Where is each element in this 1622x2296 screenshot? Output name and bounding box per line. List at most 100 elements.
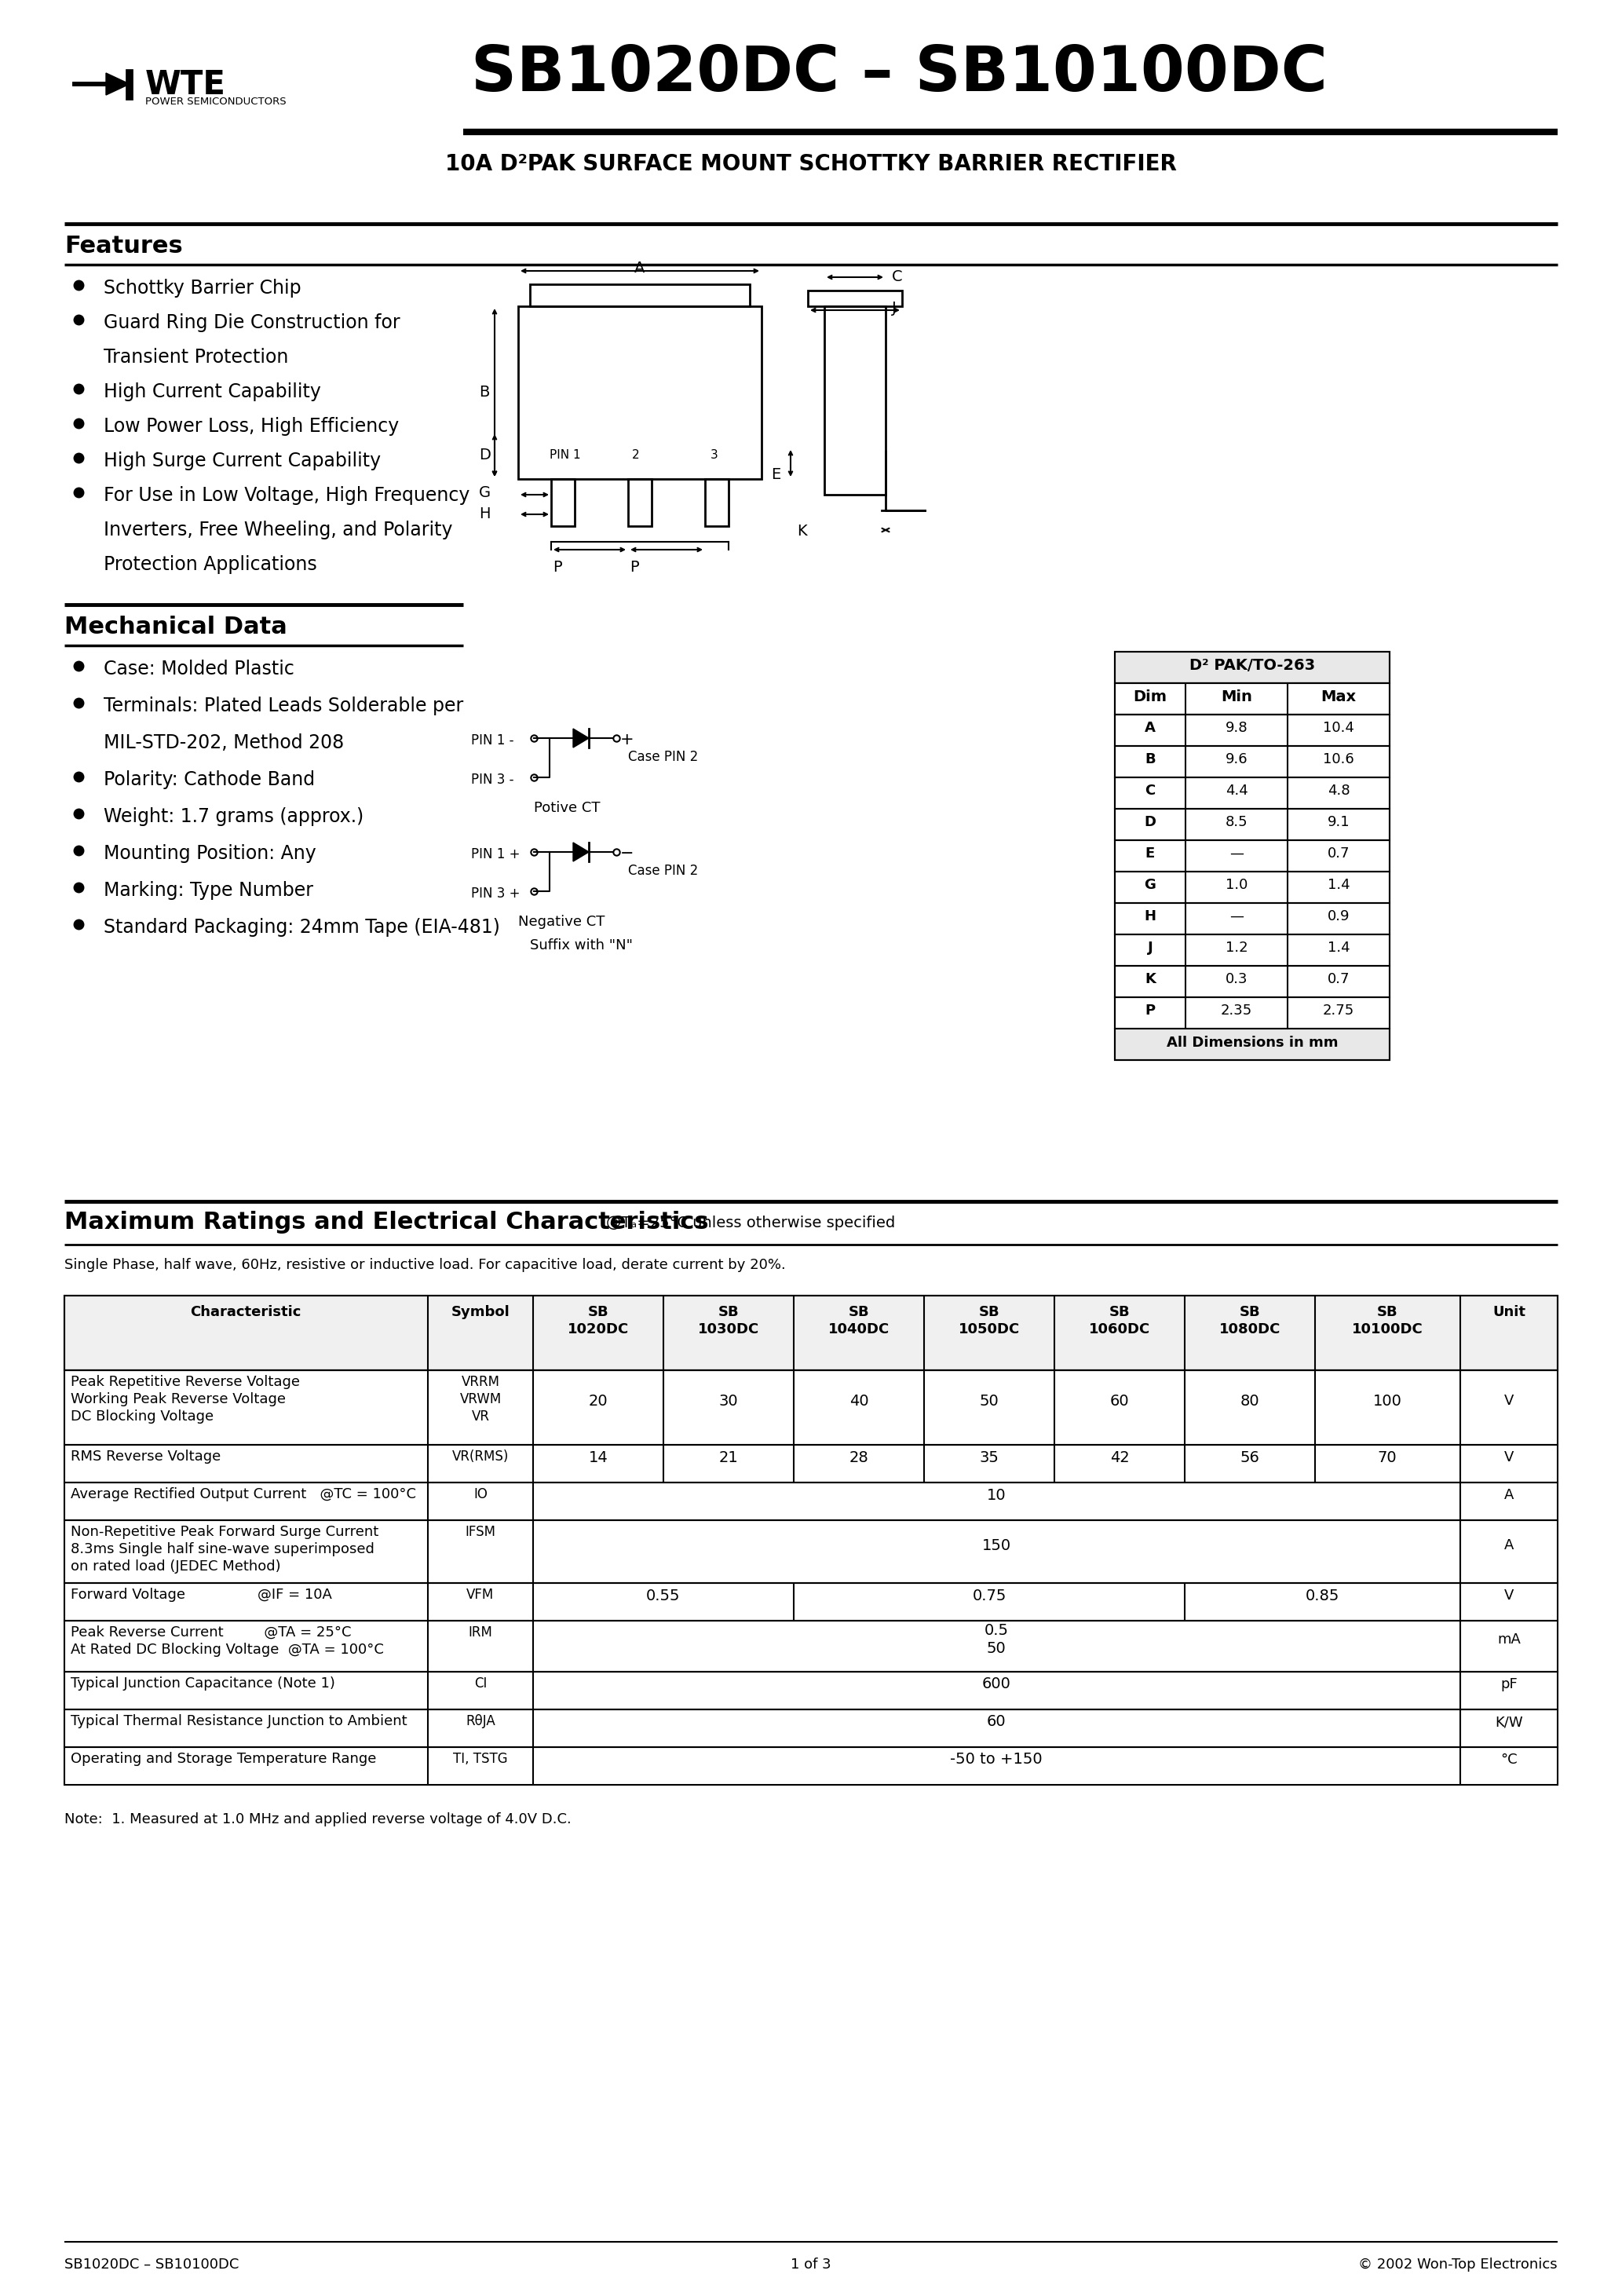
- Text: VFM: VFM: [467, 1589, 495, 1603]
- Text: 0.7: 0.7: [1327, 847, 1350, 861]
- Bar: [1114, 714, 1390, 746]
- Text: Peak Repetitive Reverse Voltage
Working Peak Reverse Voltage
DC Blocking Voltage: Peak Repetitive Reverse Voltage Working …: [71, 1375, 300, 1424]
- Text: RMS Reverse Voltage: RMS Reverse Voltage: [71, 1449, 221, 1463]
- Bar: [65, 1621, 1557, 1671]
- Text: 4.4: 4.4: [1225, 783, 1247, 797]
- Text: Case PIN 2: Case PIN 2: [628, 751, 697, 765]
- Bar: [1114, 1029, 1390, 1061]
- Text: K: K: [796, 523, 806, 540]
- Text: SB
1020DC: SB 1020DC: [568, 1304, 629, 1336]
- Text: VRRM
VRWM
VR: VRRM VRWM VR: [459, 1375, 501, 1424]
- Text: D: D: [1144, 815, 1156, 829]
- Text: High Surge Current Capability: High Surge Current Capability: [104, 452, 381, 471]
- Text: SB
10100DC: SB 10100DC: [1351, 1304, 1422, 1336]
- Text: G: G: [478, 484, 491, 501]
- Text: RθJA: RθJA: [466, 1715, 495, 1729]
- Bar: [1114, 684, 1390, 714]
- Text: 60: 60: [986, 1715, 1006, 1729]
- Text: 42: 42: [1109, 1449, 1129, 1465]
- Text: Symbol: Symbol: [451, 1304, 509, 1320]
- Text: WTE: WTE: [146, 69, 225, 101]
- Text: @Tₐ=25°C unless otherwise specified: @Tₐ=25°C unless otherwise specified: [607, 1215, 895, 1231]
- Text: IRM: IRM: [469, 1626, 493, 1639]
- Text: K: K: [1145, 971, 1155, 987]
- Text: 1 of 3: 1 of 3: [792, 2257, 830, 2271]
- Text: POWER SEMICONDUCTORS: POWER SEMICONDUCTORS: [146, 96, 285, 108]
- Text: 4.8: 4.8: [1327, 783, 1350, 797]
- Text: 0.3: 0.3: [1225, 971, 1247, 987]
- Bar: [1114, 652, 1390, 684]
- Text: Polarity: Cathode Band: Polarity: Cathode Band: [104, 769, 315, 790]
- Text: 20: 20: [589, 1394, 608, 1407]
- Text: Typical Thermal Resistance Junction to Ambient: Typical Thermal Resistance Junction to A…: [71, 1715, 407, 1729]
- Text: 600: 600: [981, 1676, 1011, 1692]
- Text: 10A D²PAK SURFACE MOUNT SCHOTTKY BARRIER RECTIFIER: 10A D²PAK SURFACE MOUNT SCHOTTKY BARRIER…: [444, 154, 1178, 174]
- Text: mA: mA: [1497, 1632, 1521, 1646]
- Text: 1.4: 1.4: [1327, 941, 1350, 955]
- Text: Unit: Unit: [1492, 1304, 1525, 1320]
- Text: —: —: [1229, 909, 1244, 923]
- Text: 0.85: 0.85: [1306, 1589, 1340, 1603]
- Bar: [706, 480, 728, 526]
- Bar: [65, 1371, 1557, 1444]
- Polygon shape: [573, 843, 589, 861]
- Text: Protection Applications: Protection Applications: [104, 556, 316, 574]
- Text: Operating and Storage Temperature Range: Operating and Storage Temperature Range: [71, 1752, 376, 1766]
- Text: Note:  1. Measured at 1.0 MHz and applied reverse voltage of 4.0V D.C.: Note: 1. Measured at 1.0 MHz and applied…: [65, 1812, 571, 1825]
- Text: 30: 30: [719, 1394, 738, 1407]
- Text: SB1020DC – SB10100DC: SB1020DC – SB10100DC: [470, 44, 1327, 103]
- Text: 70: 70: [1377, 1449, 1397, 1465]
- Text: Single Phase, half wave, 60Hz, resistive or inductive load. For capacitive load,: Single Phase, half wave, 60Hz, resistive…: [65, 1258, 785, 1272]
- Text: Mechanical Data: Mechanical Data: [65, 615, 287, 638]
- Text: 8.5: 8.5: [1225, 815, 1247, 829]
- Text: Case PIN 2: Case PIN 2: [628, 863, 697, 877]
- Bar: [628, 480, 652, 526]
- Text: -50 to +150: -50 to +150: [950, 1752, 1043, 1768]
- Bar: [65, 1520, 1557, 1582]
- Bar: [65, 1711, 1557, 1747]
- Text: G: G: [1144, 877, 1156, 893]
- Text: 1.0: 1.0: [1225, 877, 1247, 893]
- Bar: [65, 1747, 1557, 1784]
- Text: Transient Protection: Transient Protection: [104, 349, 289, 367]
- Text: PIN 3 +: PIN 3 +: [470, 886, 521, 900]
- Text: D² PAK/TO-263: D² PAK/TO-263: [1189, 659, 1315, 673]
- Bar: [1114, 808, 1390, 840]
- Text: Marking: Type Number: Marking: Type Number: [104, 882, 313, 900]
- Bar: [551, 480, 574, 526]
- Text: Potive CT: Potive CT: [534, 801, 600, 815]
- Text: 3: 3: [710, 450, 719, 461]
- Text: 0.75: 0.75: [972, 1589, 1006, 1603]
- Text: J: J: [1147, 941, 1153, 955]
- Text: Forward Voltage                @IF = 10A: Forward Voltage @IF = 10A: [71, 1589, 333, 1603]
- Text: IFSM: IFSM: [466, 1525, 496, 1538]
- Text: 0.9: 0.9: [1327, 909, 1350, 923]
- Text: Terminals: Plated Leads Solderable per: Terminals: Plated Leads Solderable per: [104, 696, 464, 716]
- Text: 10: 10: [986, 1488, 1006, 1502]
- Bar: [1114, 746, 1390, 778]
- Bar: [65, 1295, 1557, 1371]
- Text: 150: 150: [981, 1538, 1011, 1552]
- Text: SB
1080DC: SB 1080DC: [1220, 1304, 1281, 1336]
- Text: PIN 1 +: PIN 1 +: [470, 847, 521, 861]
- Text: Weight: 1.7 grams (approx.): Weight: 1.7 grams (approx.): [104, 808, 363, 827]
- Text: 28: 28: [850, 1449, 869, 1465]
- Bar: [1114, 967, 1390, 996]
- Text: E: E: [1145, 847, 1155, 861]
- Bar: [1114, 872, 1390, 902]
- Text: Guard Ring Die Construction for: Guard Ring Die Construction for: [104, 312, 401, 333]
- Text: Typical Junction Capacitance (Note 1): Typical Junction Capacitance (Note 1): [71, 1676, 336, 1690]
- Bar: [530, 285, 749, 305]
- Text: PIN 1 -: PIN 1 -: [470, 732, 514, 748]
- Text: +: +: [620, 732, 634, 748]
- Text: TI, TSTG: TI, TSTG: [453, 1752, 508, 1766]
- Text: Standard Packaging: 24mm Tape (EIA-481): Standard Packaging: 24mm Tape (EIA-481): [104, 918, 500, 937]
- Text: Dim: Dim: [1134, 689, 1168, 705]
- Bar: [65, 1671, 1557, 1711]
- Text: Schottky Barrier Chip: Schottky Barrier Chip: [104, 278, 302, 298]
- Text: 14: 14: [589, 1449, 608, 1465]
- Polygon shape: [105, 73, 130, 94]
- Text: Characteristic: Characteristic: [190, 1304, 302, 1320]
- Text: 9.1: 9.1: [1327, 815, 1350, 829]
- Text: 2.35: 2.35: [1221, 1003, 1252, 1017]
